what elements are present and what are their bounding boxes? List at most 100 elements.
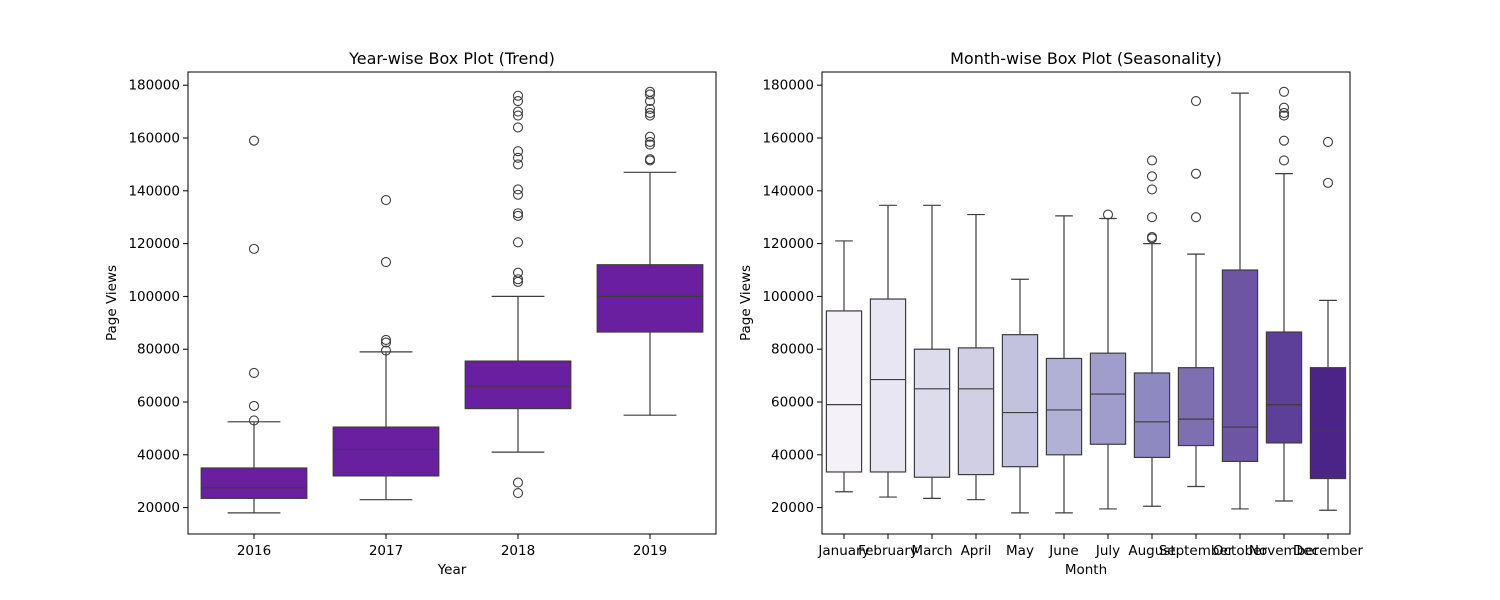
outlier-point: [1278, 155, 1290, 166]
outlier-point: [644, 86, 656, 97]
box: [1001, 334, 1039, 468]
box: [869, 298, 907, 473]
y-tick-label: 40000: [137, 447, 180, 463]
outlier-point: [644, 107, 656, 118]
plot-area: 20000 40000 60000 80000 100000 120000 140000 16…: [128, 71, 717, 559]
outlier-point: [644, 139, 656, 150]
outlier-point: [1102, 209, 1114, 220]
box: [1089, 352, 1127, 445]
y-tick-label: 100000: [762, 289, 814, 305]
y-axis-label: Page Views: [104, 265, 120, 341]
x-axis-label: Year: [437, 562, 467, 578]
outlier-point: [380, 337, 392, 348]
outlier-point: [512, 210, 524, 221]
outlier-point: [512, 146, 524, 157]
box: [464, 360, 572, 410]
outlier-point: [512, 237, 524, 248]
x-tick-label: June: [1048, 543, 1078, 559]
x-tick-label: July: [1095, 543, 1120, 559]
plot-area: 20000 40000 60000 80000 100000 120000 140000 16…: [762, 71, 1363, 559]
box: [825, 310, 863, 473]
outlier-point: [512, 267, 524, 278]
x-tick-label: 2016: [237, 543, 271, 559]
outlier-point: [644, 89, 656, 100]
outlier-point: [1146, 171, 1158, 182]
box: [596, 264, 704, 333]
x-tick-label: August: [1128, 543, 1175, 559]
outlier-point: [512, 152, 524, 163]
x-tick-label: 2017: [369, 543, 403, 559]
outlier-point: [644, 103, 656, 115]
y-tick-label: 180000: [128, 78, 180, 94]
outlier-point: [1190, 168, 1202, 179]
outlier-point: [1146, 184, 1158, 195]
y-tick-label: 60000: [137, 395, 180, 411]
chart-title: Month-wise Box Plot (Seasonality): [950, 49, 1222, 68]
outlier-point: [1278, 110, 1290, 121]
outlier-point: [512, 189, 524, 200]
outlier-point: [1190, 212, 1202, 223]
box: [957, 347, 995, 476]
outlier-point: [512, 274, 524, 285]
outlier-point: [248, 243, 260, 254]
y-tick-label: 20000: [137, 500, 180, 516]
y-tick-label: 140000: [762, 183, 814, 199]
outlier-point: [380, 334, 392, 346]
x-tick-label: December: [1293, 543, 1363, 559]
outlier-point: [248, 135, 260, 146]
box: [1133, 372, 1171, 459]
x-tick-label: January: [817, 543, 869, 559]
x-tick-label: May: [1006, 543, 1034, 559]
y-tick-label: 120000: [762, 236, 814, 252]
outlier-point: [512, 110, 524, 121]
month-wise-box-plot: Month-wise Box Plot (Seasonality) Month …: [738, 49, 1363, 578]
y-tick-label: 80000: [771, 342, 814, 358]
outlier-point: [512, 477, 524, 488]
outlier-point: [512, 106, 524, 117]
outlier-point: [1146, 231, 1158, 243]
year-wise-box-plot: Year-wise Box Plot (Trend) Year Page Vie…: [104, 49, 717, 578]
y-tick-label: 160000: [762, 131, 814, 147]
box: [332, 426, 440, 477]
outlier-point: [1278, 86, 1290, 97]
outlier-point: [1322, 136, 1334, 148]
y-tick-label: 120000: [128, 236, 180, 252]
x-tick-label: October: [1213, 543, 1267, 559]
outlier-point: [1146, 212, 1158, 223]
outlier-point: [380, 345, 392, 356]
y-tick-label: 80000: [137, 342, 180, 358]
y-tick-label: 160000: [128, 131, 180, 147]
y-tick-label: 40000: [771, 447, 814, 463]
outlier-point: [1146, 155, 1158, 166]
y-tick-label: 180000: [762, 78, 814, 94]
outlier-point: [248, 367, 260, 379]
outlier-point: [512, 95, 524, 107]
x-tick-label: 2018: [501, 543, 535, 559]
outlier-point: [1278, 102, 1290, 113]
outlier-point: [248, 400, 260, 412]
outlier-point: [644, 154, 656, 165]
box: [1045, 357, 1083, 456]
outlier-point: [380, 257, 392, 268]
outlier-point: [512, 122, 524, 133]
box: [913, 348, 951, 478]
x-tick-label: September: [1159, 543, 1234, 559]
outlier-point: [1190, 95, 1202, 107]
outlier-point: [512, 184, 524, 195]
outlier-point: [644, 136, 656, 148]
outlier-point: [644, 110, 656, 121]
x-tick-label: February: [858, 543, 918, 559]
x-tick-label: April: [961, 543, 992, 559]
outlier-point: [1322, 177, 1334, 188]
box: [1221, 269, 1259, 462]
y-tick-label: 20000: [771, 500, 814, 516]
box: [1309, 367, 1347, 480]
outlier-point: [1278, 135, 1290, 146]
x-tick-label: March: [911, 543, 952, 559]
x-tick-label: November: [1249, 543, 1320, 559]
axes-frame: [821, 71, 1351, 535]
outlier-point: [512, 488, 524, 499]
x-tick-label: 2019: [633, 543, 667, 559]
outlier-point: [512, 90, 524, 101]
